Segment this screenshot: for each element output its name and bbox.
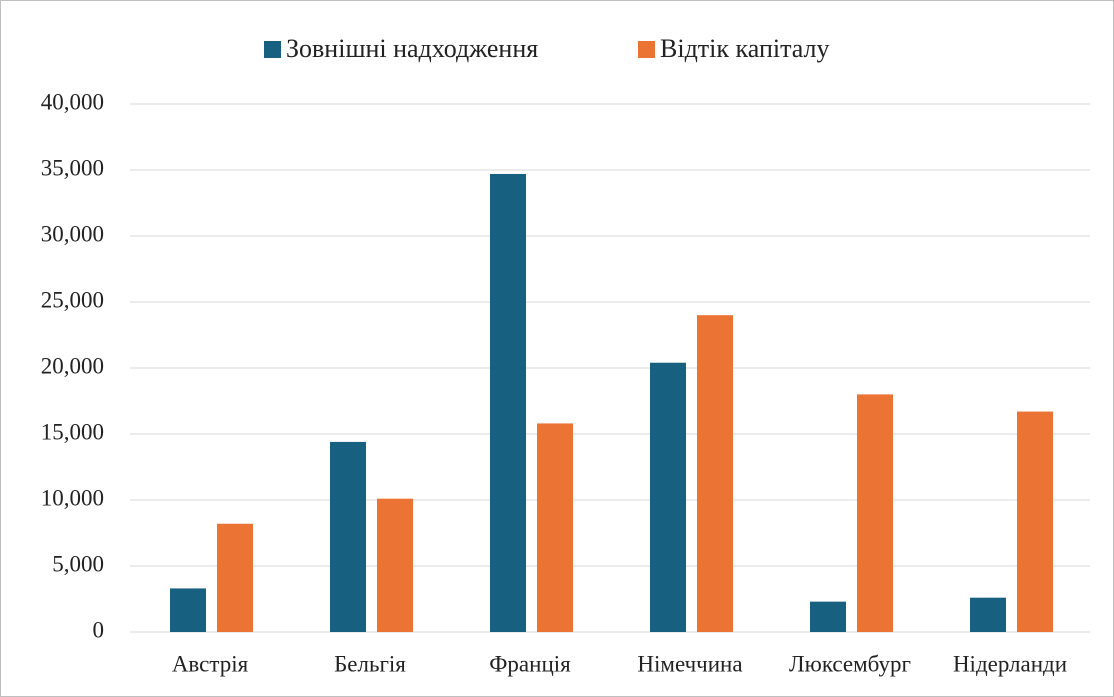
x-tick-label: Бельгія (334, 651, 406, 676)
x-tick-label: Франція (489, 651, 571, 676)
y-tick-label: 5,000 (52, 551, 104, 576)
legend-label: Зовнішні надходження (286, 34, 538, 63)
bar (970, 597, 1006, 632)
bar (697, 315, 733, 632)
legend-label: Відтік капіталу (660, 34, 830, 63)
bar (1017, 411, 1053, 632)
bar (857, 394, 893, 632)
y-tick-label: 30,000 (41, 221, 104, 246)
y-tick-label: 20,000 (41, 353, 104, 378)
bar (490, 173, 526, 632)
x-tick-label: Німеччина (637, 651, 742, 676)
y-tick-label: 25,000 (41, 287, 104, 312)
bar (537, 423, 573, 632)
y-tick-label: 15,000 (41, 419, 104, 444)
x-tick-label: Люксембург (789, 651, 911, 676)
bar (650, 362, 686, 632)
legend-swatch (264, 41, 281, 58)
bar (330, 441, 366, 632)
legend-swatch (638, 41, 655, 58)
bar (810, 601, 846, 632)
y-tick-label: 40,000 (41, 89, 104, 114)
y-tick-label: 0 (93, 617, 105, 642)
bar (377, 498, 413, 632)
x-tick-label: Нідерланди (953, 651, 1067, 676)
y-tick-label: 10,000 (41, 485, 104, 510)
y-tick-label: 35,000 (41, 155, 104, 180)
bar (217, 523, 253, 632)
bar (170, 588, 206, 632)
x-tick-label: Австрія (172, 651, 249, 676)
